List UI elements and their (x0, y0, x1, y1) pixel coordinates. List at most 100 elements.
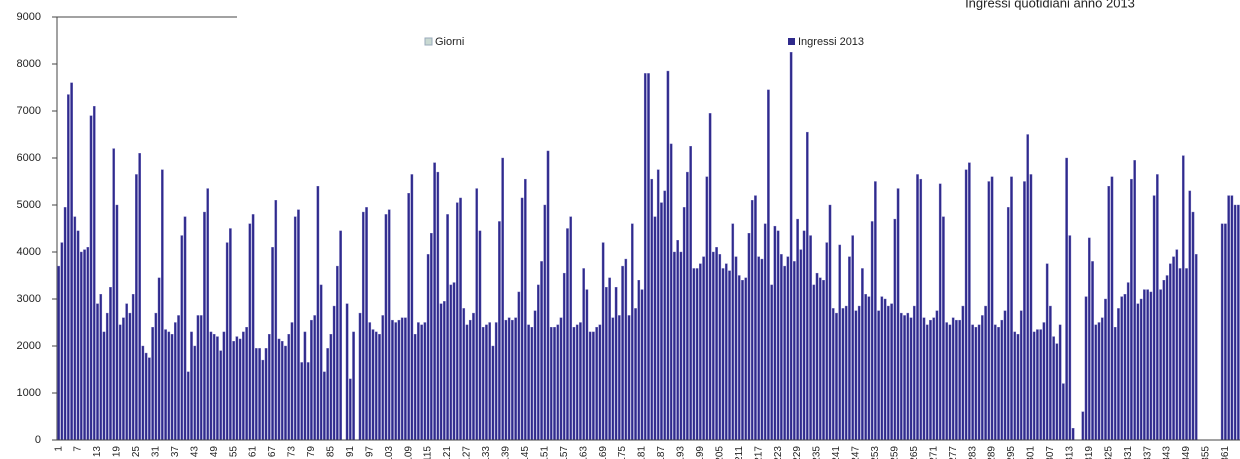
bar (1006, 207, 1010, 441)
bar (284, 345, 287, 441)
bar (475, 188, 479, 441)
bar (715, 247, 718, 441)
bar (618, 315, 621, 441)
bar (391, 319, 394, 441)
bar (462, 308, 466, 441)
bar (559, 317, 563, 441)
bar (553, 327, 556, 441)
bar (67, 94, 70, 441)
bar (452, 282, 456, 441)
bar (459, 197, 462, 441)
x-tick-label: 223 (773, 446, 784, 459)
bar (802, 230, 806, 441)
bar (394, 322, 397, 441)
bar (896, 188, 900, 441)
bar (812, 284, 816, 441)
bar (443, 301, 446, 441)
bar (229, 228, 232, 441)
bar (974, 327, 978, 441)
bar (1230, 195, 1234, 441)
bar (546, 150, 550, 441)
bar (1220, 223, 1224, 441)
bar (297, 209, 300, 441)
bar (423, 322, 427, 441)
bar (1181, 155, 1185, 441)
bar (1185, 268, 1188, 441)
x-tick-label: 241 (831, 446, 842, 459)
bar (527, 324, 530, 441)
bar (556, 324, 560, 441)
bar (404, 317, 407, 441)
bar (358, 312, 362, 441)
bar (1039, 329, 1042, 441)
bar (686, 171, 689, 441)
bar (125, 303, 128, 441)
bar (1233, 204, 1237, 441)
bar (255, 348, 258, 441)
legend-swatch (788, 38, 795, 45)
bar (540, 261, 543, 441)
bar (417, 322, 420, 441)
bar (741, 280, 744, 441)
x-tick-label: 199 (695, 446, 706, 459)
x-tick-label: 7 (73, 446, 84, 452)
bar (780, 254, 783, 441)
bar (867, 296, 871, 441)
bar (115, 204, 119, 441)
x-tick-label: 67 (267, 446, 278, 458)
bar (303, 331, 307, 441)
bar (614, 287, 618, 441)
bar (1162, 280, 1166, 441)
x-tick-label: 43 (189, 446, 200, 458)
x-tick-label: 1 (53, 446, 64, 452)
x-tick-label: 325 (1103, 446, 1114, 459)
bar (699, 263, 702, 441)
bar (287, 334, 291, 441)
bar (1071, 428, 1075, 441)
bar (549, 327, 553, 441)
bar (776, 230, 780, 441)
x-tick-label: 307 (1045, 446, 1056, 459)
bar (1087, 237, 1091, 441)
bar (1110, 176, 1114, 441)
bar (964, 169, 968, 441)
bar (595, 327, 598, 441)
bar (1068, 235, 1072, 441)
bar (835, 312, 838, 441)
bar (99, 294, 103, 441)
bar (216, 336, 219, 441)
bar (118, 324, 122, 441)
bar (161, 169, 164, 441)
bar (436, 171, 440, 441)
x-tick-label: 319 (1084, 446, 1095, 459)
bar (773, 225, 777, 441)
bar (517, 291, 521, 441)
bar (332, 305, 336, 441)
bar (705, 176, 709, 441)
bar (728, 270, 731, 441)
bar (1120, 296, 1124, 441)
bar (1227, 195, 1230, 441)
x-tick-label: 49 (209, 446, 220, 458)
bar (313, 315, 316, 441)
bar (689, 146, 692, 441)
bar (676, 240, 679, 441)
x-tick-label: 157 (559, 446, 570, 459)
bar (627, 315, 631, 441)
y-tick-label: 4000 (17, 246, 41, 258)
bar (893, 218, 897, 441)
y-tick-label: 3000 (17, 293, 41, 305)
bar (1139, 298, 1143, 441)
bar (196, 315, 200, 441)
bar (1058, 324, 1062, 441)
bar (378, 334, 381, 441)
bar (806, 131, 809, 441)
bar (89, 115, 93, 441)
bar (222, 331, 226, 441)
bar (692, 268, 696, 441)
x-tick-label: 301 (1026, 446, 1037, 459)
bar (374, 331, 378, 441)
bar (488, 322, 491, 441)
bar (507, 317, 511, 441)
